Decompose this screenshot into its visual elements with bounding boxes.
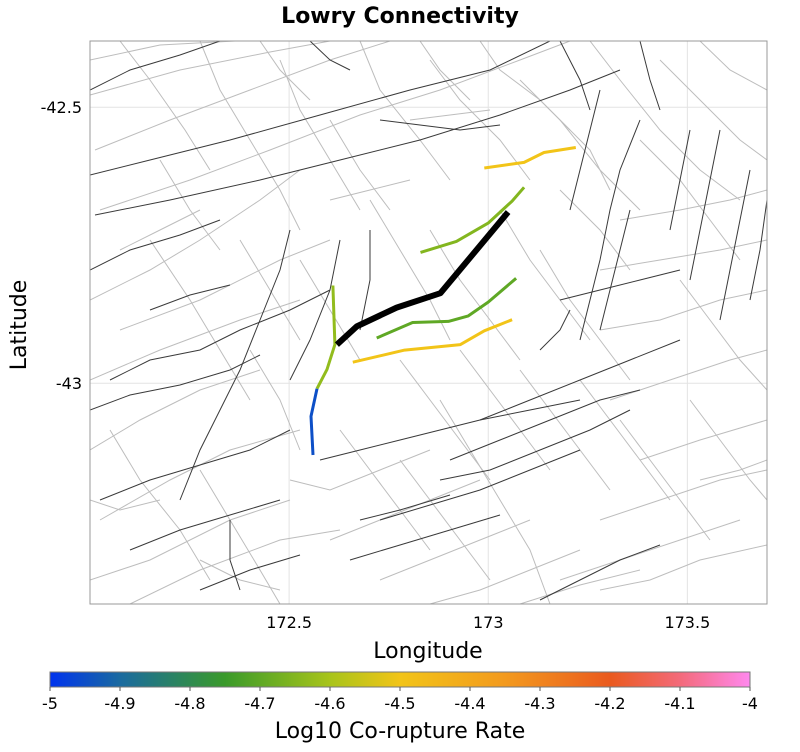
selected-fault-trace	[334, 210, 511, 347]
y-tick-label: -43	[56, 374, 82, 393]
colorbar-label: Log10 Co-rupture Rate	[275, 719, 526, 744]
colorbar-tick-label: -4.7	[244, 694, 275, 713]
background-faults	[90, 41, 767, 604]
colorbar-tick-label: -5	[42, 694, 58, 713]
colorbar-tick-label: -4.8	[174, 694, 205, 713]
colorbar-tick-label: -4.5	[384, 694, 415, 713]
corupture-fault-trace-3	[352, 318, 513, 364]
background-faults-dark	[90, 41, 767, 601]
colorbar-tick-label: -4.1	[664, 694, 695, 713]
x-tick-label: 173	[473, 613, 504, 632]
colorbar-tick-label: -4	[742, 694, 758, 713]
corupture-fault-trace-5	[309, 388, 319, 456]
corupture-fault-trace-4	[315, 285, 337, 390]
chart-title: Lowry Connectivity	[281, 4, 519, 29]
colorbar-tick-label: -4.3	[524, 694, 555, 713]
colorbar-tick-label: -4.4	[454, 694, 485, 713]
corupture-fault-trace-0	[484, 146, 577, 170]
corupture-fault-trace-2	[376, 277, 518, 340]
y-axis-label: Latitude	[7, 280, 32, 371]
x-axis-label: Longitude	[373, 639, 482, 664]
y-axis-ticks: -42.5 -43	[41, 98, 82, 393]
corupture-fault-trace-1	[420, 186, 526, 254]
x-tick-label: 173.5	[664, 613, 710, 632]
colorbar	[49, 671, 751, 688]
plot-frame	[89, 40, 768, 605]
colorbar-tick-label: -4.6	[314, 694, 345, 713]
x-axis-ticks: 172.5 173 173.5	[266, 613, 710, 632]
corupture-faults	[309, 146, 577, 456]
y-tick-label: -42.5	[41, 98, 82, 117]
colorbar-tick-label: -4.2	[594, 694, 625, 713]
background-faults-light	[90, 41, 767, 604]
colorbar-ticks: -5 -4.9 -4.8 -4.7 -4.6 -4.5 -4.4 -4.3 -4.2 -4.1 -4	[42, 687, 758, 713]
x-tick-label: 172.5	[266, 613, 312, 632]
colorbar-tick-label: -4.9	[104, 694, 135, 713]
